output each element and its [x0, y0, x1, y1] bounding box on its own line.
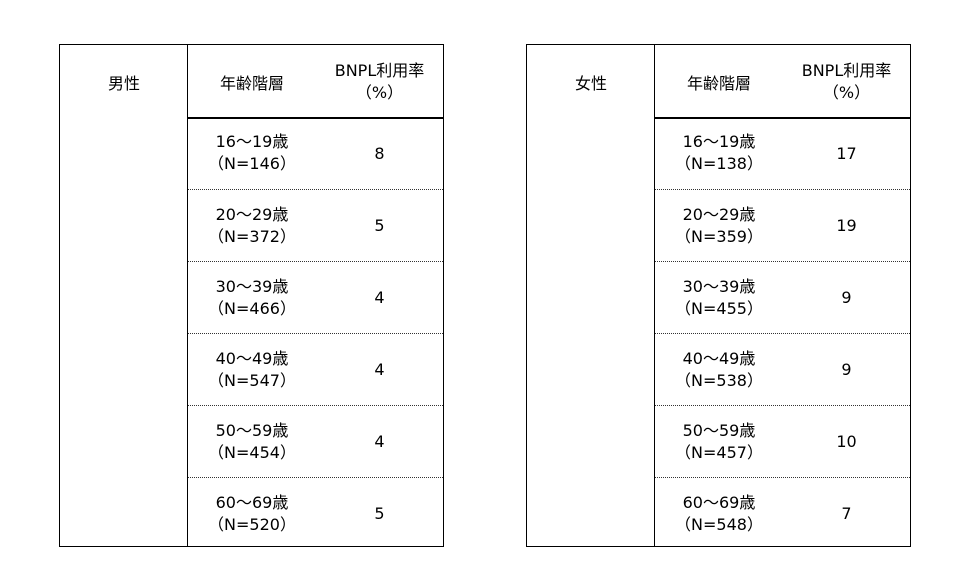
gender-column: 男性 — [60, 45, 188, 546]
table-row: 30～39歳 （N=455） 9 — [655, 261, 910, 333]
gender-column: 女性 — [527, 45, 655, 546]
rate-header: BNPL利用率 （%） — [316, 60, 443, 104]
age-cell: 30～39歳 （N=455） — [655, 262, 783, 333]
age-range: 30～39歳 — [215, 276, 289, 296]
table-row: 60～69歳 （N=520） 5 — [188, 477, 443, 549]
age-range: 20～29歳 — [215, 204, 289, 224]
age-cell: 16～19歳 （N=138） — [655, 117, 783, 189]
rate-header-line1: BNPL利用率 — [801, 61, 892, 80]
rate-cell: 4 — [374, 360, 385, 379]
age-range: 40～49歳 — [215, 348, 289, 368]
age-range: 50～59歳 — [682, 420, 756, 440]
rate-cell: 10 — [836, 432, 857, 451]
sample-size: （N=466） — [208, 298, 296, 318]
sample-size: （N=372） — [208, 226, 296, 246]
age-cell: 16～19歳 （N=146） — [188, 117, 316, 189]
rate-header-line1: BNPL利用率 — [334, 61, 425, 80]
sample-size: （N=547） — [208, 370, 296, 390]
table-row: 20～29歳 （N=359） 19 — [655, 189, 910, 261]
table-row: 16～19歳 （N=138） 17 — [655, 117, 910, 189]
age-range: 16～19歳 — [682, 132, 756, 151]
sample-size: （N=457） — [675, 442, 763, 462]
table-row: 40～49歳 （N=547） 4 — [188, 333, 443, 405]
sample-size: （N=548） — [675, 514, 763, 534]
age-cell: 60～69歳 （N=548） — [655, 478, 783, 549]
gender-label: 男性 — [107, 74, 140, 93]
rate-cell: 7 — [841, 504, 852, 523]
sample-size: （N=520） — [208, 514, 296, 534]
gender-label: 女性 — [574, 74, 607, 93]
sample-size: （N=146） — [208, 154, 296, 173]
age-range: 40～49歳 — [682, 348, 756, 368]
age-cell: 60～69歳 （N=520） — [188, 478, 316, 549]
rate-cell: 4 — [374, 288, 385, 307]
age-cell: 40～49歳 （N=547） — [188, 334, 316, 405]
age-cell: 30～39歳 （N=466） — [188, 262, 316, 333]
rate-header-line2: （%） — [822, 83, 871, 102]
table-row: 30～39歳 （N=466） 4 — [188, 261, 443, 333]
table-row: 50～59歳 （N=457） 10 — [655, 405, 910, 477]
sample-size: （N=359） — [675, 226, 763, 246]
table-row: 20～29歳 （N=372） 5 — [188, 189, 443, 261]
age-range: 60～69歳 — [682, 492, 756, 512]
age-cell: 20～29歳 （N=372） — [188, 190, 316, 261]
rate-cell: 9 — [841, 360, 852, 379]
age-range: 30～39歳 — [682, 276, 756, 296]
age-cell: 40～49歳 （N=538） — [655, 334, 783, 405]
rate-cell: 5 — [374, 216, 385, 235]
table-row: 50～59歳 （N=454） 4 — [188, 405, 443, 477]
rate-cell: 9 — [841, 288, 852, 307]
age-cell: 20～29歳 （N=359） — [655, 190, 783, 261]
age-header: 年齢階層 — [686, 74, 751, 93]
rate-cell: 19 — [836, 216, 857, 235]
sample-size: （N=454） — [208, 442, 296, 462]
age-cell: 50～59歳 （N=454） — [188, 406, 316, 477]
rate-cell: 8 — [374, 143, 385, 163]
table-male: 男性 年齢階層 BNPL利用率 （%） 16～19歳 （N=146） 8 20～… — [59, 44, 444, 547]
header-row: 年齢階層 BNPL利用率 （%） — [188, 45, 443, 119]
table-row: 60～69歳 （N=548） 7 — [655, 477, 910, 549]
table-row: 40～49歳 （N=538） 9 — [655, 333, 910, 405]
age-range: 20～29歳 — [682, 204, 756, 224]
age-header: 年齢階層 — [219, 74, 284, 93]
age-range: 50～59歳 — [215, 420, 289, 440]
rate-cell: 17 — [836, 143, 857, 163]
rate-header: BNPL利用率 （%） — [783, 60, 910, 104]
table-female: 女性 年齢階層 BNPL利用率 （%） 16～19歳 （N=138） 17 20… — [526, 44, 911, 547]
header-row: 年齢階層 BNPL利用率 （%） — [655, 45, 910, 119]
sample-size: （N=455） — [675, 298, 763, 318]
sample-size: （N=538） — [675, 370, 763, 390]
rate-cell: 4 — [374, 432, 385, 451]
rate-cell: 5 — [374, 504, 385, 523]
rate-header-line2: （%） — [355, 83, 404, 102]
age-range: 60～69歳 — [215, 492, 289, 512]
sample-size: （N=138） — [675, 154, 763, 173]
table-row: 16～19歳 （N=146） 8 — [188, 117, 443, 189]
age-range: 16～19歳 — [215, 132, 289, 151]
age-cell: 50～59歳 （N=457） — [655, 406, 783, 477]
